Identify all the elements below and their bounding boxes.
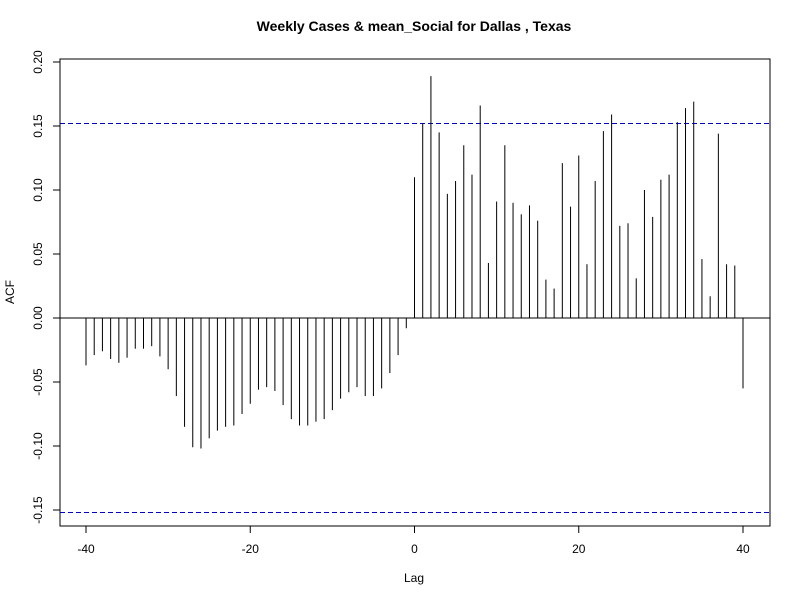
x-tick-label: -20 <box>242 542 260 556</box>
x-tick-label: 0 <box>411 542 418 556</box>
y-tick-label: 0.05 <box>31 242 45 266</box>
chart-title: Weekly Cases & mean_Social for Dallas , … <box>257 18 572 34</box>
x-tick-label: -40 <box>77 542 95 556</box>
x-tick-label: 20 <box>572 542 586 556</box>
y-tick-label: -0.10 <box>31 432 45 460</box>
x-axis: -40 -20 0 20 40 <box>77 525 750 556</box>
y-tick-label: -0.05 <box>31 368 45 396</box>
y-tick-label: 0.10 <box>31 178 45 202</box>
y-tick-label: 0.15 <box>31 114 45 138</box>
y-axis-label: ACF <box>3 280 17 304</box>
y-axis: -0.15 -0.10 -0.05 0.00 0.05 0.10 0.15 0.20 <box>31 50 61 524</box>
x-tick-label: 40 <box>736 542 750 556</box>
y-tick-label: 0.00 <box>31 306 45 330</box>
y-tick-label: 0.20 <box>31 50 45 74</box>
acf-bars <box>85 76 744 449</box>
x-axis-label: Lag <box>404 571 424 585</box>
confidence-bounds <box>60 122 770 514</box>
y-tick-label: -0.15 <box>31 496 45 524</box>
